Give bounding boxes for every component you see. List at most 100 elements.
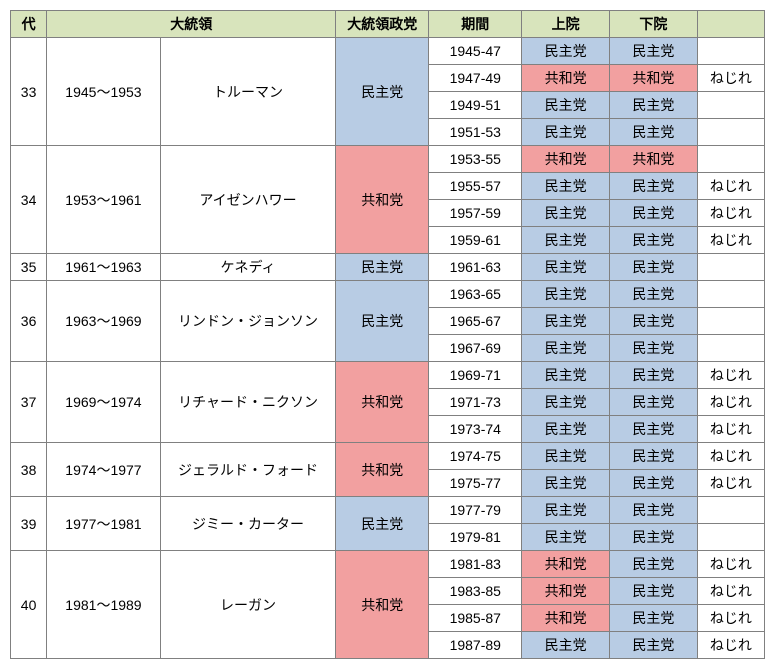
- period-cell: 1963-65: [429, 281, 522, 308]
- twist-cell: [697, 254, 764, 281]
- period-cell: 1973-74: [429, 416, 522, 443]
- house-cell: 民主党: [610, 416, 698, 443]
- house-cell: 民主党: [610, 497, 698, 524]
- period-cell: 1967-69: [429, 335, 522, 362]
- period-cell: 1969-71: [429, 362, 522, 389]
- header-row: 代大統領大統領政党期間上院下院: [11, 11, 765, 38]
- president-number: 34: [11, 146, 47, 254]
- period-cell: 1965-67: [429, 308, 522, 335]
- house-cell: 民主党: [610, 524, 698, 551]
- twist-cell: [697, 92, 764, 119]
- twist-cell: ねじれ: [697, 632, 764, 659]
- period-cell: 1987-89: [429, 632, 522, 659]
- period-cell: 1971-73: [429, 389, 522, 416]
- presidents-table: 代大統領大統領政党期間上院下院 331945～1953トルーマン民主党1945-…: [10, 10, 765, 659]
- president-years: 1974～1977: [47, 443, 161, 497]
- twist-cell: [697, 497, 764, 524]
- senate-cell: 民主党: [522, 227, 610, 254]
- president-party: 民主党: [336, 38, 429, 146]
- house-cell: 民主党: [610, 119, 698, 146]
- president-years: 1953～1961: [47, 146, 161, 254]
- senate-cell: 共和党: [522, 605, 610, 632]
- president-name: レーガン: [160, 551, 336, 659]
- period-cell: 1945-47: [429, 38, 522, 65]
- header-cell: 大統領政党: [336, 11, 429, 38]
- president-name: リチャード・ニクソン: [160, 362, 336, 443]
- president-years: 1977～1981: [47, 497, 161, 551]
- senate-cell: 民主党: [522, 443, 610, 470]
- table-row: 381974～1977ジェラルド・フォード共和党1974-75民主党民主党ねじれ: [11, 443, 765, 470]
- president-number: 39: [11, 497, 47, 551]
- header-cell: 大統領: [47, 11, 336, 38]
- senate-cell: 民主党: [522, 92, 610, 119]
- president-party: 共和党: [336, 551, 429, 659]
- senate-cell: 共和党: [522, 65, 610, 92]
- senate-cell: 民主党: [522, 362, 610, 389]
- table-row: 391977～1981ジミー・カーター民主党1977-79民主党民主党: [11, 497, 765, 524]
- period-cell: 1953-55: [429, 146, 522, 173]
- senate-cell: 民主党: [522, 524, 610, 551]
- senate-cell: 民主党: [522, 632, 610, 659]
- house-cell: 民主党: [610, 389, 698, 416]
- twist-cell: ねじれ: [697, 200, 764, 227]
- period-cell: 1977-79: [429, 497, 522, 524]
- twist-cell: [697, 524, 764, 551]
- senate-cell: 民主党: [522, 389, 610, 416]
- president-party: 民主党: [336, 497, 429, 551]
- twist-cell: [697, 38, 764, 65]
- president-number: 38: [11, 443, 47, 497]
- senate-cell: 民主党: [522, 173, 610, 200]
- period-cell: 1975-77: [429, 470, 522, 497]
- period-cell: 1957-59: [429, 200, 522, 227]
- president-party: 民主党: [336, 254, 429, 281]
- president-party: 共和党: [336, 146, 429, 254]
- senate-cell: 民主党: [522, 416, 610, 443]
- senate-cell: 民主党: [522, 119, 610, 146]
- twist-cell: ねじれ: [697, 227, 764, 254]
- house-cell: 民主党: [610, 92, 698, 119]
- house-cell: 民主党: [610, 38, 698, 65]
- president-years: 1945～1953: [47, 38, 161, 146]
- table-row: 351961～1963ケネディ民主党1961-63民主党民主党: [11, 254, 765, 281]
- senate-cell: 民主党: [522, 470, 610, 497]
- table-row: 361963～1969リンドン・ジョンソン民主党1963-65民主党民主党: [11, 281, 765, 308]
- house-cell: 民主党: [610, 605, 698, 632]
- president-party: 共和党: [336, 443, 429, 497]
- period-cell: 1974-75: [429, 443, 522, 470]
- senate-cell: 共和党: [522, 578, 610, 605]
- president-years: 1981～1989: [47, 551, 161, 659]
- senate-cell: 共和党: [522, 146, 610, 173]
- house-cell: 民主党: [610, 308, 698, 335]
- twist-cell: ねじれ: [697, 65, 764, 92]
- twist-cell: ねじれ: [697, 605, 764, 632]
- president-name: アイゼンハワー: [160, 146, 336, 254]
- table-row: 331945～1953トルーマン民主党1945-47民主党民主党: [11, 38, 765, 65]
- period-cell: 1949-51: [429, 92, 522, 119]
- twist-cell: ねじれ: [697, 389, 764, 416]
- period-cell: 1959-61: [429, 227, 522, 254]
- president-number: 35: [11, 254, 47, 281]
- twist-cell: [697, 119, 764, 146]
- period-cell: 1985-87: [429, 605, 522, 632]
- twist-cell: ねじれ: [697, 362, 764, 389]
- senate-cell: 民主党: [522, 497, 610, 524]
- president-party: 民主党: [336, 281, 429, 362]
- header-cell: 下院: [610, 11, 698, 38]
- period-cell: 1979-81: [429, 524, 522, 551]
- senate-cell: 民主党: [522, 308, 610, 335]
- house-cell: 民主党: [610, 200, 698, 227]
- house-cell: 民主党: [610, 578, 698, 605]
- senate-cell: 民主党: [522, 200, 610, 227]
- table-row: 371969～1974リチャード・ニクソン共和党1969-71民主党民主党ねじれ: [11, 362, 765, 389]
- period-cell: 1961-63: [429, 254, 522, 281]
- period-cell: 1955-57: [429, 173, 522, 200]
- house-cell: 民主党: [610, 173, 698, 200]
- senate-cell: 民主党: [522, 281, 610, 308]
- house-cell: 共和党: [610, 65, 698, 92]
- twist-cell: ねじれ: [697, 443, 764, 470]
- senate-cell: 民主党: [522, 254, 610, 281]
- president-party: 共和党: [336, 362, 429, 443]
- president-name: リンドン・ジョンソン: [160, 281, 336, 362]
- senate-cell: 共和党: [522, 551, 610, 578]
- twist-cell: ねじれ: [697, 578, 764, 605]
